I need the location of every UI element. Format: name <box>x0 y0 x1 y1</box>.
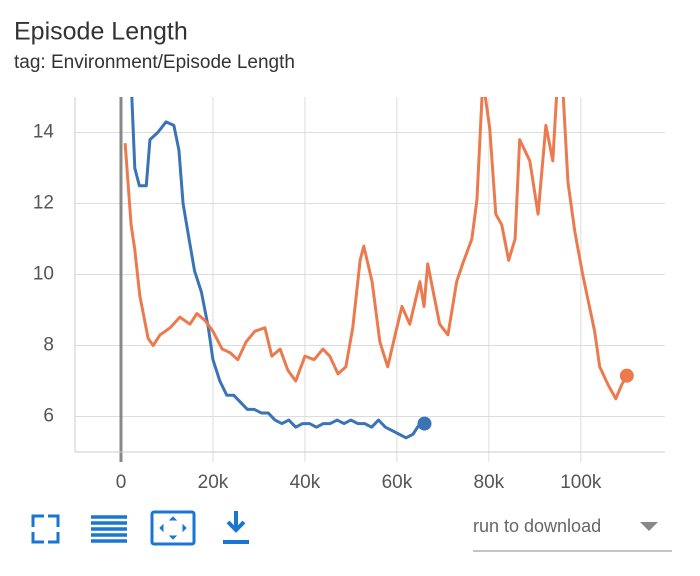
last-point <box>619 368 634 383</box>
fit-arrows <box>159 516 187 540</box>
toggle-log-icon[interactable] <box>91 515 127 543</box>
y-tick-label: 14 <box>33 122 55 143</box>
x-tick-label: 100k <box>560 472 602 493</box>
x-tick-label: 80k <box>474 472 505 493</box>
grid: 6 8 10 12 14 0 20k 40k 60k 80k 100k <box>33 97 665 493</box>
chart-title: Episode Length <box>14 18 188 46</box>
y-tick-label: 10 <box>33 264 54 285</box>
chart-subtitle: tag: Environment/Episode Length <box>14 52 295 73</box>
fullscreen-icon[interactable] <box>31 514 60 544</box>
y-tick-label: 12 <box>33 193 54 214</box>
x-tick-label: 0 <box>116 472 127 493</box>
plot-area <box>123 97 634 440</box>
x-tick-label: 60k <box>382 472 413 493</box>
dropdown-arrow[interactable] <box>640 522 658 531</box>
download-icon[interactable] <box>223 511 249 544</box>
y-tick-label: 6 <box>43 406 54 427</box>
x-tick-label: 40k <box>290 472 321 493</box>
x-tick-label: 20k <box>198 472 229 493</box>
series-line <box>123 97 629 401</box>
run-dropdown[interactable]: run to download <box>473 516 601 536</box>
fit-domain-icon[interactable] <box>150 510 196 546</box>
series-line <box>130 97 425 440</box>
last-point <box>417 416 432 431</box>
y-tick-label: 8 <box>43 335 54 356</box>
toolbar[interactable] <box>31 510 249 546</box>
